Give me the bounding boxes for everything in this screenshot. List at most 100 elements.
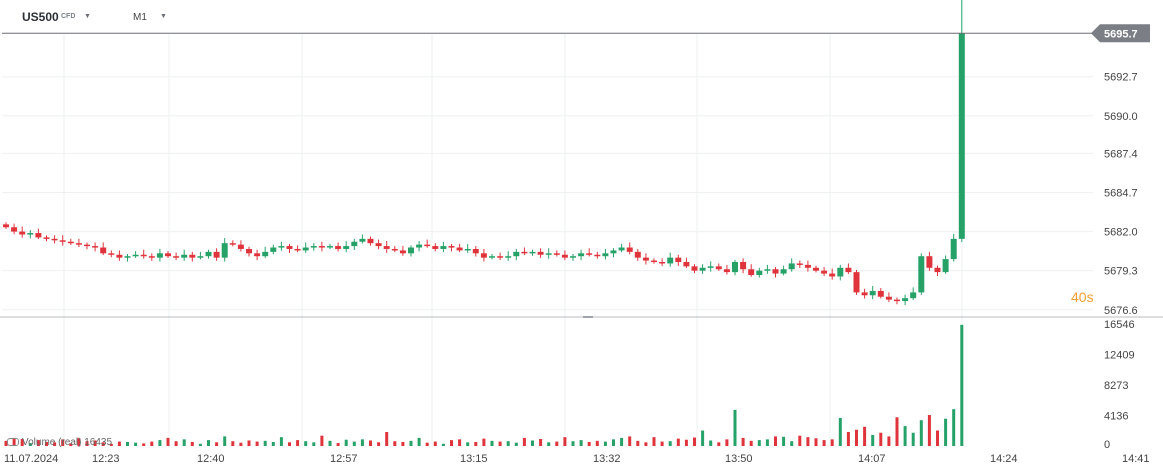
volume-bar — [911, 432, 915, 446]
volume-bar — [879, 432, 883, 446]
volume-bar — [36, 440, 40, 446]
time-tick-label: 14:24 — [990, 453, 1018, 465]
timeframe-chevron-down-icon[interactable]: ▼ — [160, 13, 167, 20]
volume-bar — [482, 438, 486, 446]
candle-body — [796, 263, 803, 265]
volume-bar — [207, 440, 210, 446]
volume-bar — [741, 437, 745, 446]
volume-bar — [441, 443, 445, 446]
candle-body — [829, 273, 836, 277]
volume-bar — [393, 441, 397, 446]
candle-body — [537, 251, 544, 255]
candle-body — [43, 237, 50, 239]
candle-body — [586, 253, 593, 255]
candle-countdown: 40s — [1071, 289, 1094, 305]
candle-body — [294, 248, 301, 251]
candle-body — [821, 270, 828, 274]
candle-body — [691, 266, 698, 271]
candle-body — [837, 267, 844, 277]
chart-header: US500 CFD ▼ M1 ▼ — [0, 0, 1163, 34]
volume-bar — [595, 440, 599, 446]
price-tick-label: 5679.3 — [1104, 266, 1138, 278]
volume-bar — [61, 439, 65, 446]
volume-tick-label: 12409 — [1104, 350, 1135, 362]
candle-body — [618, 247, 625, 251]
symbol-name[interactable]: US500 — [22, 10, 59, 24]
candle-body — [545, 253, 552, 255]
candle-body — [464, 248, 471, 251]
candle-body — [375, 243, 382, 247]
candle-body — [472, 248, 479, 254]
time-tick-label: 14:07 — [858, 453, 886, 465]
candle-body — [853, 272, 860, 293]
candle-body — [19, 231, 26, 235]
volume-bar — [474, 441, 478, 446]
volume-bar — [263, 440, 267, 446]
candle-body — [156, 253, 163, 258]
eye-icon[interactable] — [7, 438, 19, 447]
volume-bar — [490, 440, 494, 446]
candle-body — [561, 254, 568, 258]
volume-bar — [960, 324, 964, 446]
volume-bar — [352, 441, 356, 446]
candle-body — [659, 261, 666, 264]
candle-body — [11, 227, 18, 232]
candle-body — [942, 259, 949, 273]
candle-body — [108, 253, 115, 255]
candle-body — [237, 244, 244, 249]
candle-body — [780, 269, 787, 274]
candle-body — [343, 246, 350, 249]
volume-bar — [158, 440, 162, 446]
candle-body — [327, 246, 333, 248]
candle-body — [667, 257, 674, 264]
volume-bar — [28, 443, 32, 446]
candle-body — [877, 290, 884, 297]
volume-bar — [587, 441, 591, 446]
volume-bar — [579, 440, 583, 446]
volume-bar — [539, 438, 543, 446]
volume-bar — [417, 437, 421, 446]
candle-body — [578, 253, 585, 257]
volume-bar — [255, 441, 259, 446]
candle-body — [715, 266, 722, 270]
candle-body — [286, 246, 293, 249]
price-tick-label: 5690.0 — [1104, 111, 1138, 123]
volume-bar — [344, 439, 348, 446]
volume-bar — [304, 441, 308, 446]
volume-bar — [838, 417, 842, 446]
candle-body — [675, 257, 682, 262]
candle-body — [27, 233, 34, 235]
candle-body — [813, 267, 819, 271]
pane-resize-handle[interactable] — [583, 316, 593, 318]
candle-body — [683, 261, 690, 267]
volume-bar — [944, 418, 948, 446]
candle-body — [213, 251, 220, 258]
candle-body — [124, 256, 131, 258]
candle-body — [764, 269, 771, 271]
candle-body — [35, 233, 42, 238]
candle-body — [456, 247, 463, 251]
candle-body — [116, 254, 123, 258]
volume-bar — [401, 441, 405, 446]
volume-bar — [563, 437, 567, 446]
candle-body — [699, 267, 706, 271]
timeframe-selector[interactable]: M1 — [133, 12, 147, 23]
volume-bar — [20, 438, 24, 446]
time-tick-label: 13:50 — [725, 453, 753, 465]
candle-body — [416, 244, 423, 248]
candle-body — [894, 299, 900, 302]
volume-axis: 16546 12409 8273 4136 0 — [1104, 319, 1135, 451]
candle-body — [383, 246, 390, 249]
volume-bar — [117, 441, 121, 446]
volume-bar — [644, 442, 648, 446]
symbol-chevron-down-icon[interactable]: ▼ — [84, 13, 91, 20]
volume-bar — [279, 437, 283, 446]
candle-body — [367, 238, 374, 244]
volume-bar — [458, 439, 462, 446]
volume-bar — [296, 440, 300, 446]
candle-body — [189, 254, 196, 258]
candle-body — [132, 254, 139, 257]
volume-bar — [174, 441, 178, 446]
candle-body — [926, 256, 933, 268]
